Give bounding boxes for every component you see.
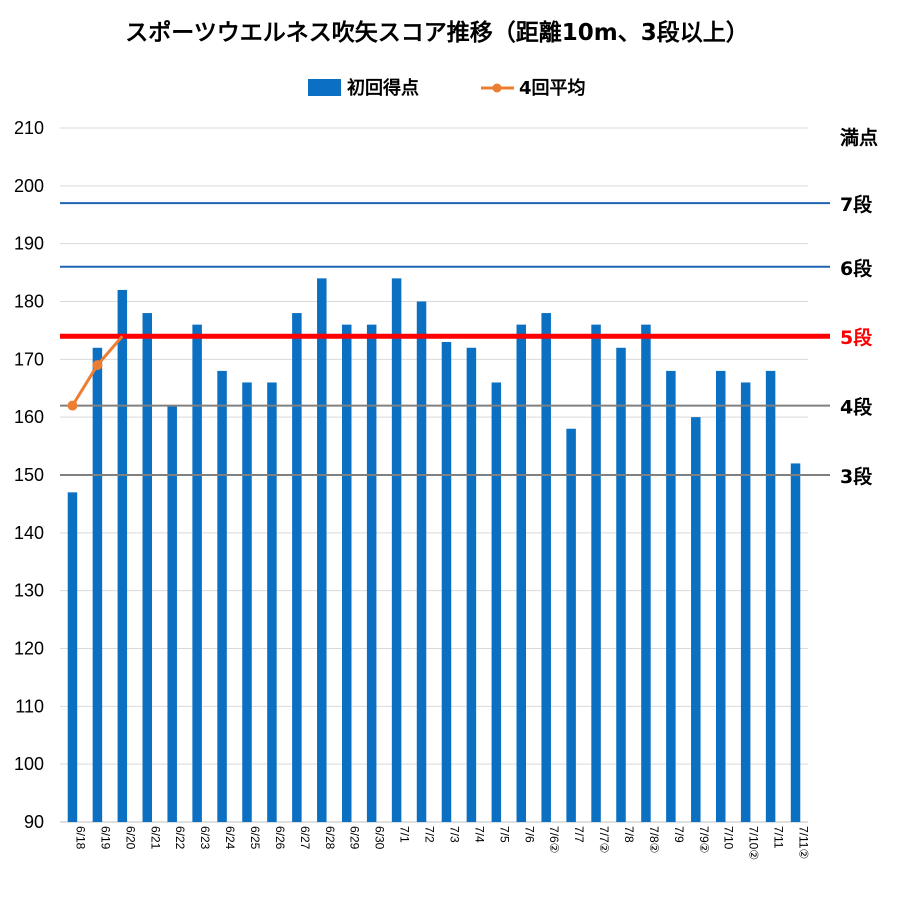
x-tick-label: 6/26 (273, 826, 287, 850)
bar (217, 370, 227, 822)
y-tick-label: 140 (14, 523, 44, 543)
bar (317, 278, 327, 822)
bar (366, 324, 377, 822)
bar (391, 278, 402, 822)
x-tick-label: 6/27 (298, 826, 312, 850)
x-tick-label: 7/11 (772, 826, 786, 849)
bar (516, 324, 527, 822)
x-tick-label: 7/6 (522, 826, 536, 843)
x-tick-label: 6/29 (348, 826, 362, 850)
bar (691, 417, 701, 822)
x-tick-label: 7/8 (622, 826, 636, 843)
x-tick-label: 7/9② (697, 826, 711, 853)
bar (466, 347, 477, 822)
bar (341, 324, 352, 822)
y-tick-label: 170 (14, 349, 44, 369)
x-tick-label: 7/10 (722, 826, 736, 850)
bar (566, 428, 576, 822)
legend-swatch-bar (308, 79, 341, 96)
reference-label: 満点 (840, 127, 878, 149)
x-tick-label: 7/7 (572, 826, 586, 843)
y-tick-label: 90 (24, 812, 44, 832)
legend: 初回得点 4回平均 (308, 77, 586, 99)
bars (67, 278, 801, 822)
reference-label: 4段 (840, 396, 873, 419)
y-tick-label: 130 (14, 581, 44, 601)
bar (790, 463, 801, 822)
average-point (67, 400, 78, 411)
y-tick-label: 200 (14, 176, 44, 196)
bar (142, 313, 153, 822)
x-tick-label: 6/20 (123, 826, 137, 850)
bar (591, 324, 601, 822)
y-tick-label: 100 (14, 754, 44, 774)
x-tick-label: 6/28 (323, 826, 337, 850)
x-tick-label: 6/22 (173, 826, 187, 850)
chart-title: スポーツウエルネス吹矢スコア推移（距離10m、3段以上） (125, 19, 749, 46)
y-tick-label: 110 (15, 696, 44, 716)
bar (117, 289, 128, 822)
bar (541, 313, 551, 822)
y-tick-label: 210 (14, 118, 44, 138)
x-tick-label: 7/8② (647, 826, 661, 853)
legend-swatch-marker (492, 83, 502, 93)
x-tick-label: 7/6② (547, 826, 561, 853)
bar (242, 382, 252, 822)
y-tick-label: 160 (14, 407, 44, 427)
x-tick-label: 6/25 (248, 826, 262, 850)
bar (715, 370, 726, 822)
x-tick-label: 7/3 (447, 826, 461, 843)
average-point (92, 360, 103, 371)
reference-labels: 満点 7段 6段 5段 4段 3段 (840, 127, 878, 488)
average-line (67, 335, 124, 411)
y-tick-label: 120 (14, 639, 44, 659)
x-tick-label: 7/11② (797, 826, 811, 859)
bar (491, 382, 502, 822)
x-tick-label: 7/4 (472, 826, 486, 843)
bar (192, 324, 202, 822)
bar (67, 492, 78, 822)
x-tick-label: 6/23 (198, 826, 212, 850)
legend-label-line: 4回平均 (519, 77, 586, 99)
x-tick-label: 7/2 (423, 826, 437, 843)
x-tick-label: 6/19 (98, 826, 112, 850)
bar (740, 382, 751, 822)
y-tick-label: 180 (14, 292, 44, 312)
y-tick-label: 150 (14, 465, 44, 485)
bar (765, 370, 776, 822)
reference-lines (60, 202, 830, 476)
bar (92, 347, 103, 822)
x-tick-label: 6/24 (223, 826, 237, 850)
x-axis-ticks: 6/18 6/19 6/20 6/21 6/22 6/23 6/24 6/25 6/26 6/27… (73, 826, 810, 860)
x-tick-label: 6/18 (73, 826, 87, 850)
reference-label: 7段 (840, 193, 873, 216)
x-tick-label: 7/5 (497, 826, 511, 843)
bar (267, 382, 277, 822)
reference-label: 6段 (840, 257, 873, 280)
bar (416, 301, 427, 822)
legend-label-bar: 初回得点 (347, 77, 419, 99)
bar (441, 341, 452, 822)
y-axis-ticks: 90 100 110 120 130 140 150 160 170 180 190 200 210 (14, 118, 44, 832)
bar (666, 370, 676, 822)
bar (641, 324, 651, 822)
x-tick-label: 7/1 (398, 826, 412, 843)
x-tick-label: 7/10② (747, 826, 761, 860)
x-tick-label: 6/30 (373, 826, 387, 850)
x-tick-label: 7/9 (672, 826, 686, 843)
y-tick-label: 190 (14, 234, 44, 254)
x-tick-label: 6/21 (148, 826, 162, 850)
x-tick-label: 7/7② (597, 826, 611, 853)
bar (292, 313, 302, 822)
bar (616, 347, 626, 822)
reference-label: 3段 (840, 465, 873, 488)
bar (167, 405, 177, 822)
reference-label: 5段 (840, 326, 873, 349)
